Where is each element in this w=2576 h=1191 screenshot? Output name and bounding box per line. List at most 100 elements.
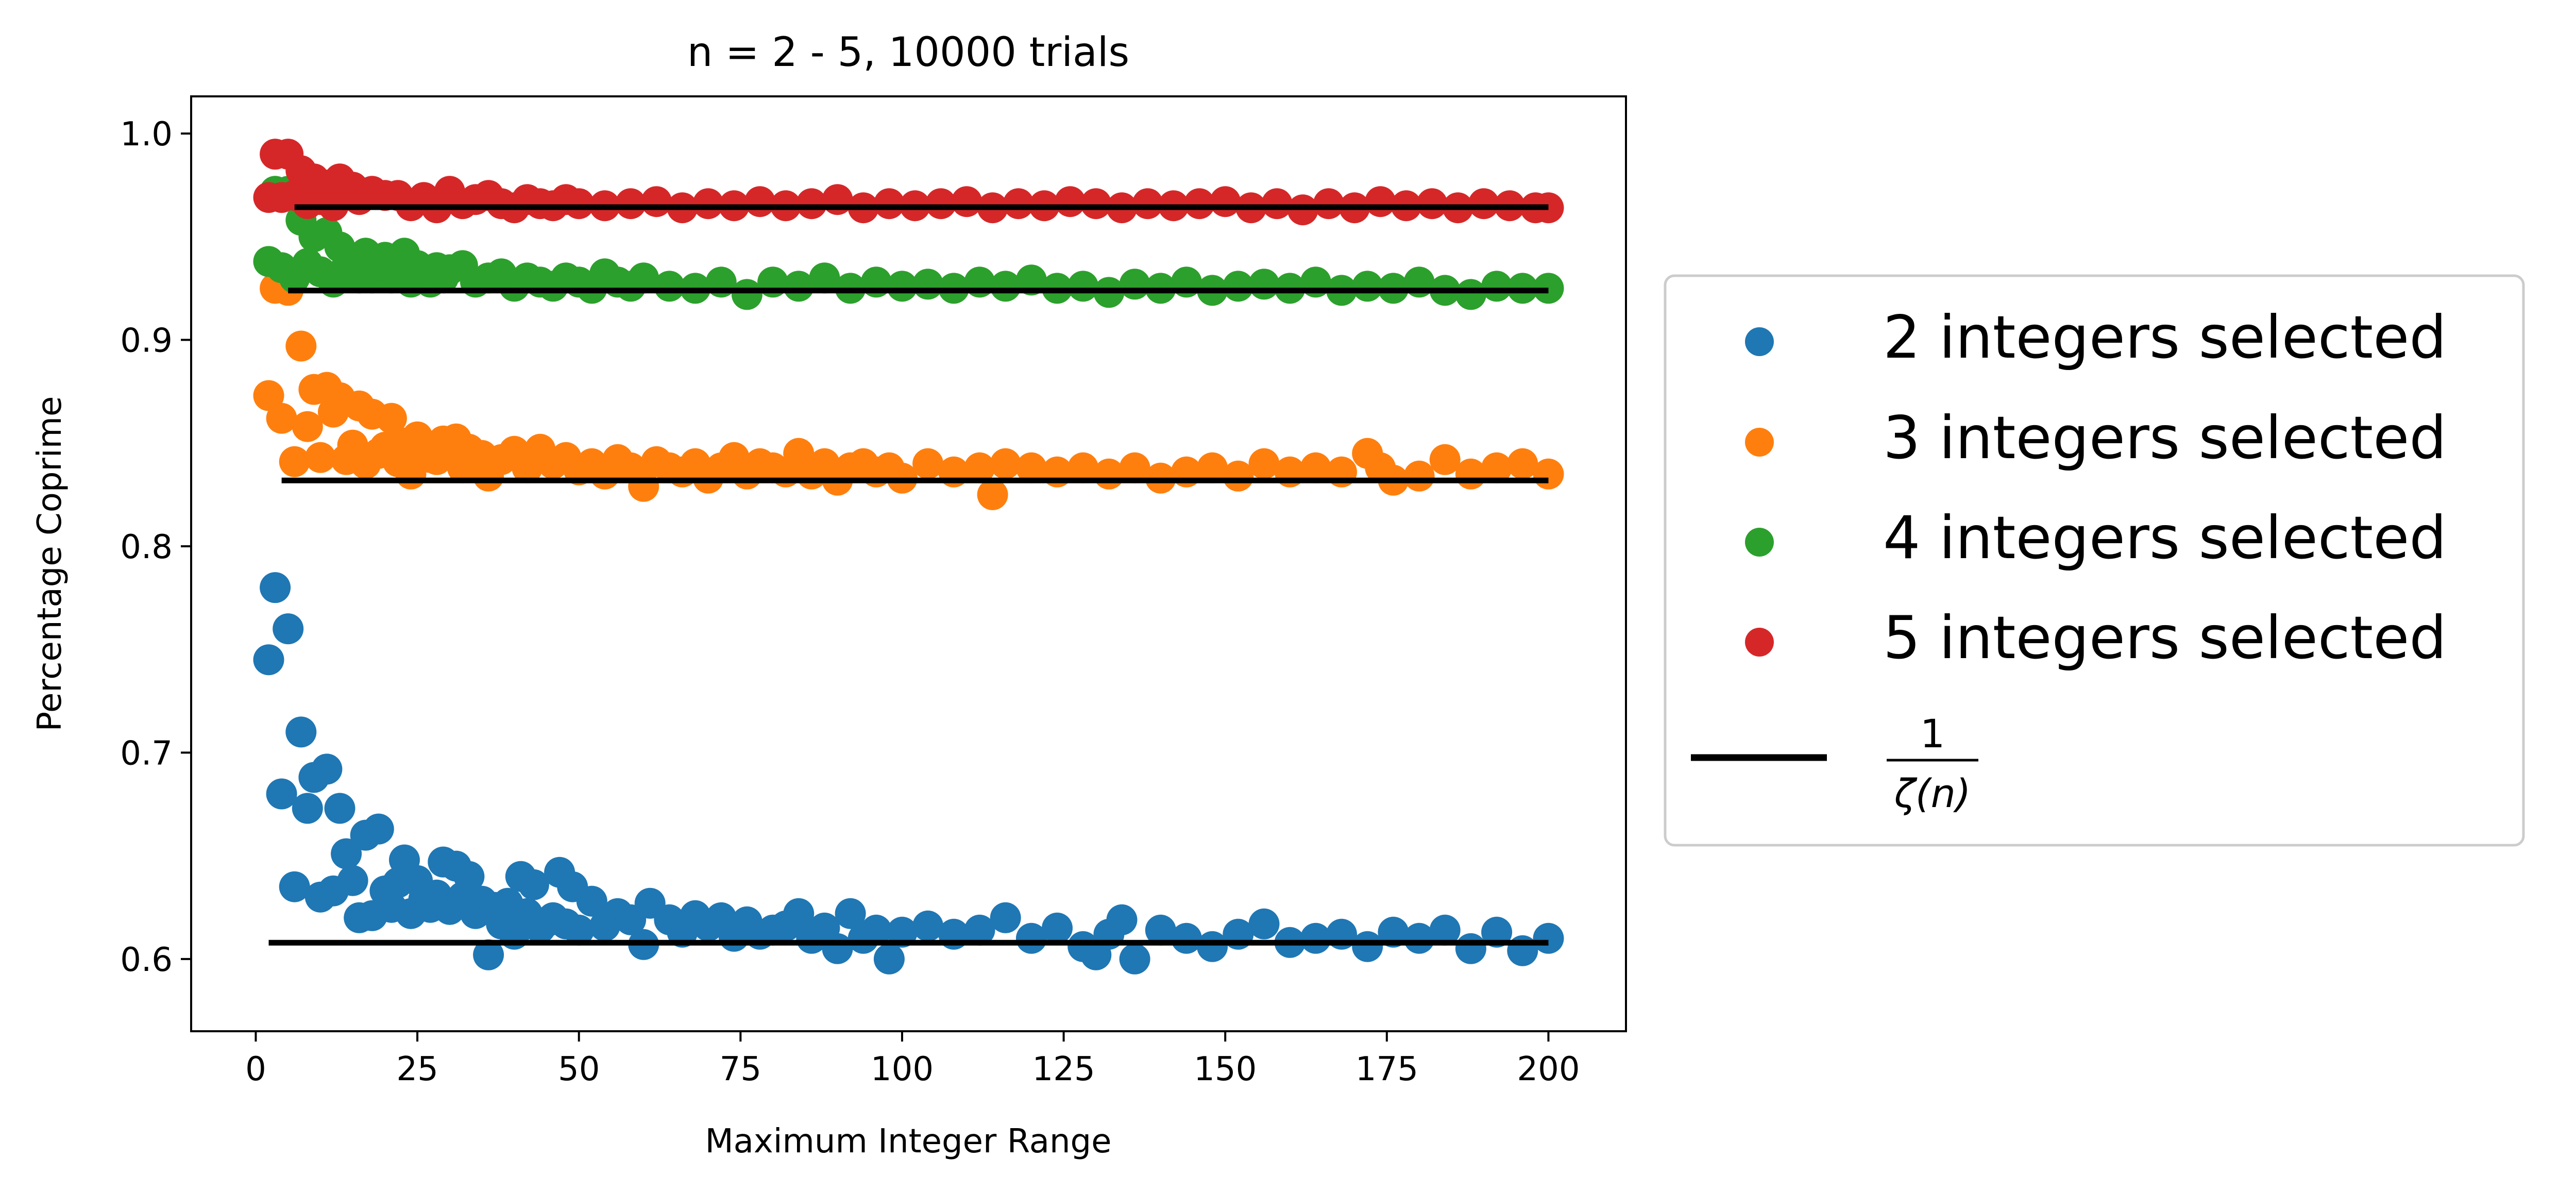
data-point [835,898,866,929]
data-point [964,452,995,483]
legend-label-2-integers: 2 integers selected [1883,303,2447,372]
data-point [285,716,317,748]
data-point [1223,460,1254,492]
data-point [1015,922,1047,954]
x-tick-label: 100 [871,1050,934,1088]
data-point [1106,904,1138,935]
data-point [337,865,368,896]
data-point [615,188,647,220]
data-point [783,271,815,302]
data-point [654,271,685,302]
data-point [1042,912,1073,944]
data-point [1261,188,1293,220]
legend-marker-5-integers [1745,628,1774,657]
y-axis-title: Percentage Coprime [31,396,69,732]
data-point [1248,448,1280,479]
data-point [253,380,284,411]
data-point [1067,452,1099,483]
data-point [260,572,291,603]
legend-label-4-integers: 4 integers selected [1883,504,2447,572]
data-point [1248,269,1280,300]
data-point [1119,269,1150,300]
data-point [1210,186,1241,217]
data-point [311,753,343,785]
data-point [1429,914,1461,946]
data-point [783,898,815,929]
data-point [1119,452,1150,483]
x-tick-label: 200 [1517,1050,1580,1088]
legend-frame [1664,274,2525,847]
data-point [304,442,336,473]
y-axis: 0.6 0.7 0.8 0.9 1.0 [120,115,191,979]
data-point [860,914,892,946]
data-point [1171,922,1202,954]
data-point [1507,448,1538,479]
data-point [1080,188,1112,220]
x-tick-label: 125 [1032,1050,1095,1088]
plot-frame [190,95,1627,1032]
data-point [1132,188,1163,220]
plot-area [190,95,1627,1032]
data-point [363,813,394,845]
data-point [744,186,775,217]
x-axis: 0 25 50 75 100 125 150 175 200 [245,1031,1580,1088]
data-point [1145,914,1176,946]
data-point [1313,188,1344,220]
data-point [964,914,995,946]
data-point [253,644,284,676]
data-point [518,869,549,900]
data-point [376,402,407,434]
x-tick-label: 150 [1194,1050,1257,1088]
data-point [1403,922,1435,954]
legend-label-3-integers: 3 integers selected [1883,404,2447,472]
data-point [925,188,957,220]
x-tick-label: 50 [558,1050,600,1088]
data-point [1533,458,1564,490]
data-point [1300,452,1331,483]
data-point [1352,271,1383,302]
data-point [912,269,944,300]
data-point [324,793,355,824]
y-tick-label: 0.9 [120,322,173,360]
data-point [809,262,840,294]
data-point [285,330,317,362]
data-point [951,186,982,217]
data-point [453,861,485,892]
series-3-integers [253,273,1564,510]
data-point [292,793,323,824]
x-axis-title: Maximum Integer Range [705,1122,1111,1161]
legend: 2 integers selected 3 integers selected … [1664,274,2525,847]
x-tick-label: 175 [1355,1050,1418,1088]
x-tick-label: 25 [396,1050,438,1088]
data-point [912,910,944,942]
data-point [628,262,659,294]
data-point [1481,452,1513,483]
data-point [873,943,905,975]
series-4-integers [253,176,1564,310]
data-point [1481,271,1513,302]
data-point [1119,943,1150,975]
legend-label-zeta-denominator: ζ(n) [1894,770,1971,816]
data-point [563,914,595,946]
data-point [731,279,762,310]
data-point [1003,188,1034,220]
data-point [887,271,918,302]
x-tick-label: 75 [720,1050,761,1088]
data-point [1403,460,1435,492]
data-point [1197,931,1228,962]
data-point [1416,188,1448,220]
x-tick-label: 0 [245,1050,266,1088]
legend-marker-2-integers [1745,327,1774,356]
data-point [873,188,905,220]
data-point [279,446,310,477]
data-point [1300,922,1331,954]
data-point [796,188,827,220]
y-tick-label: 1.0 [120,115,173,154]
data-point [273,613,304,645]
legend-label-5-integers: 5 integers selected [1883,603,2447,672]
data-point [266,778,297,810]
data-point [1455,279,1486,310]
data-point [1197,452,1228,483]
data-point [563,188,595,220]
